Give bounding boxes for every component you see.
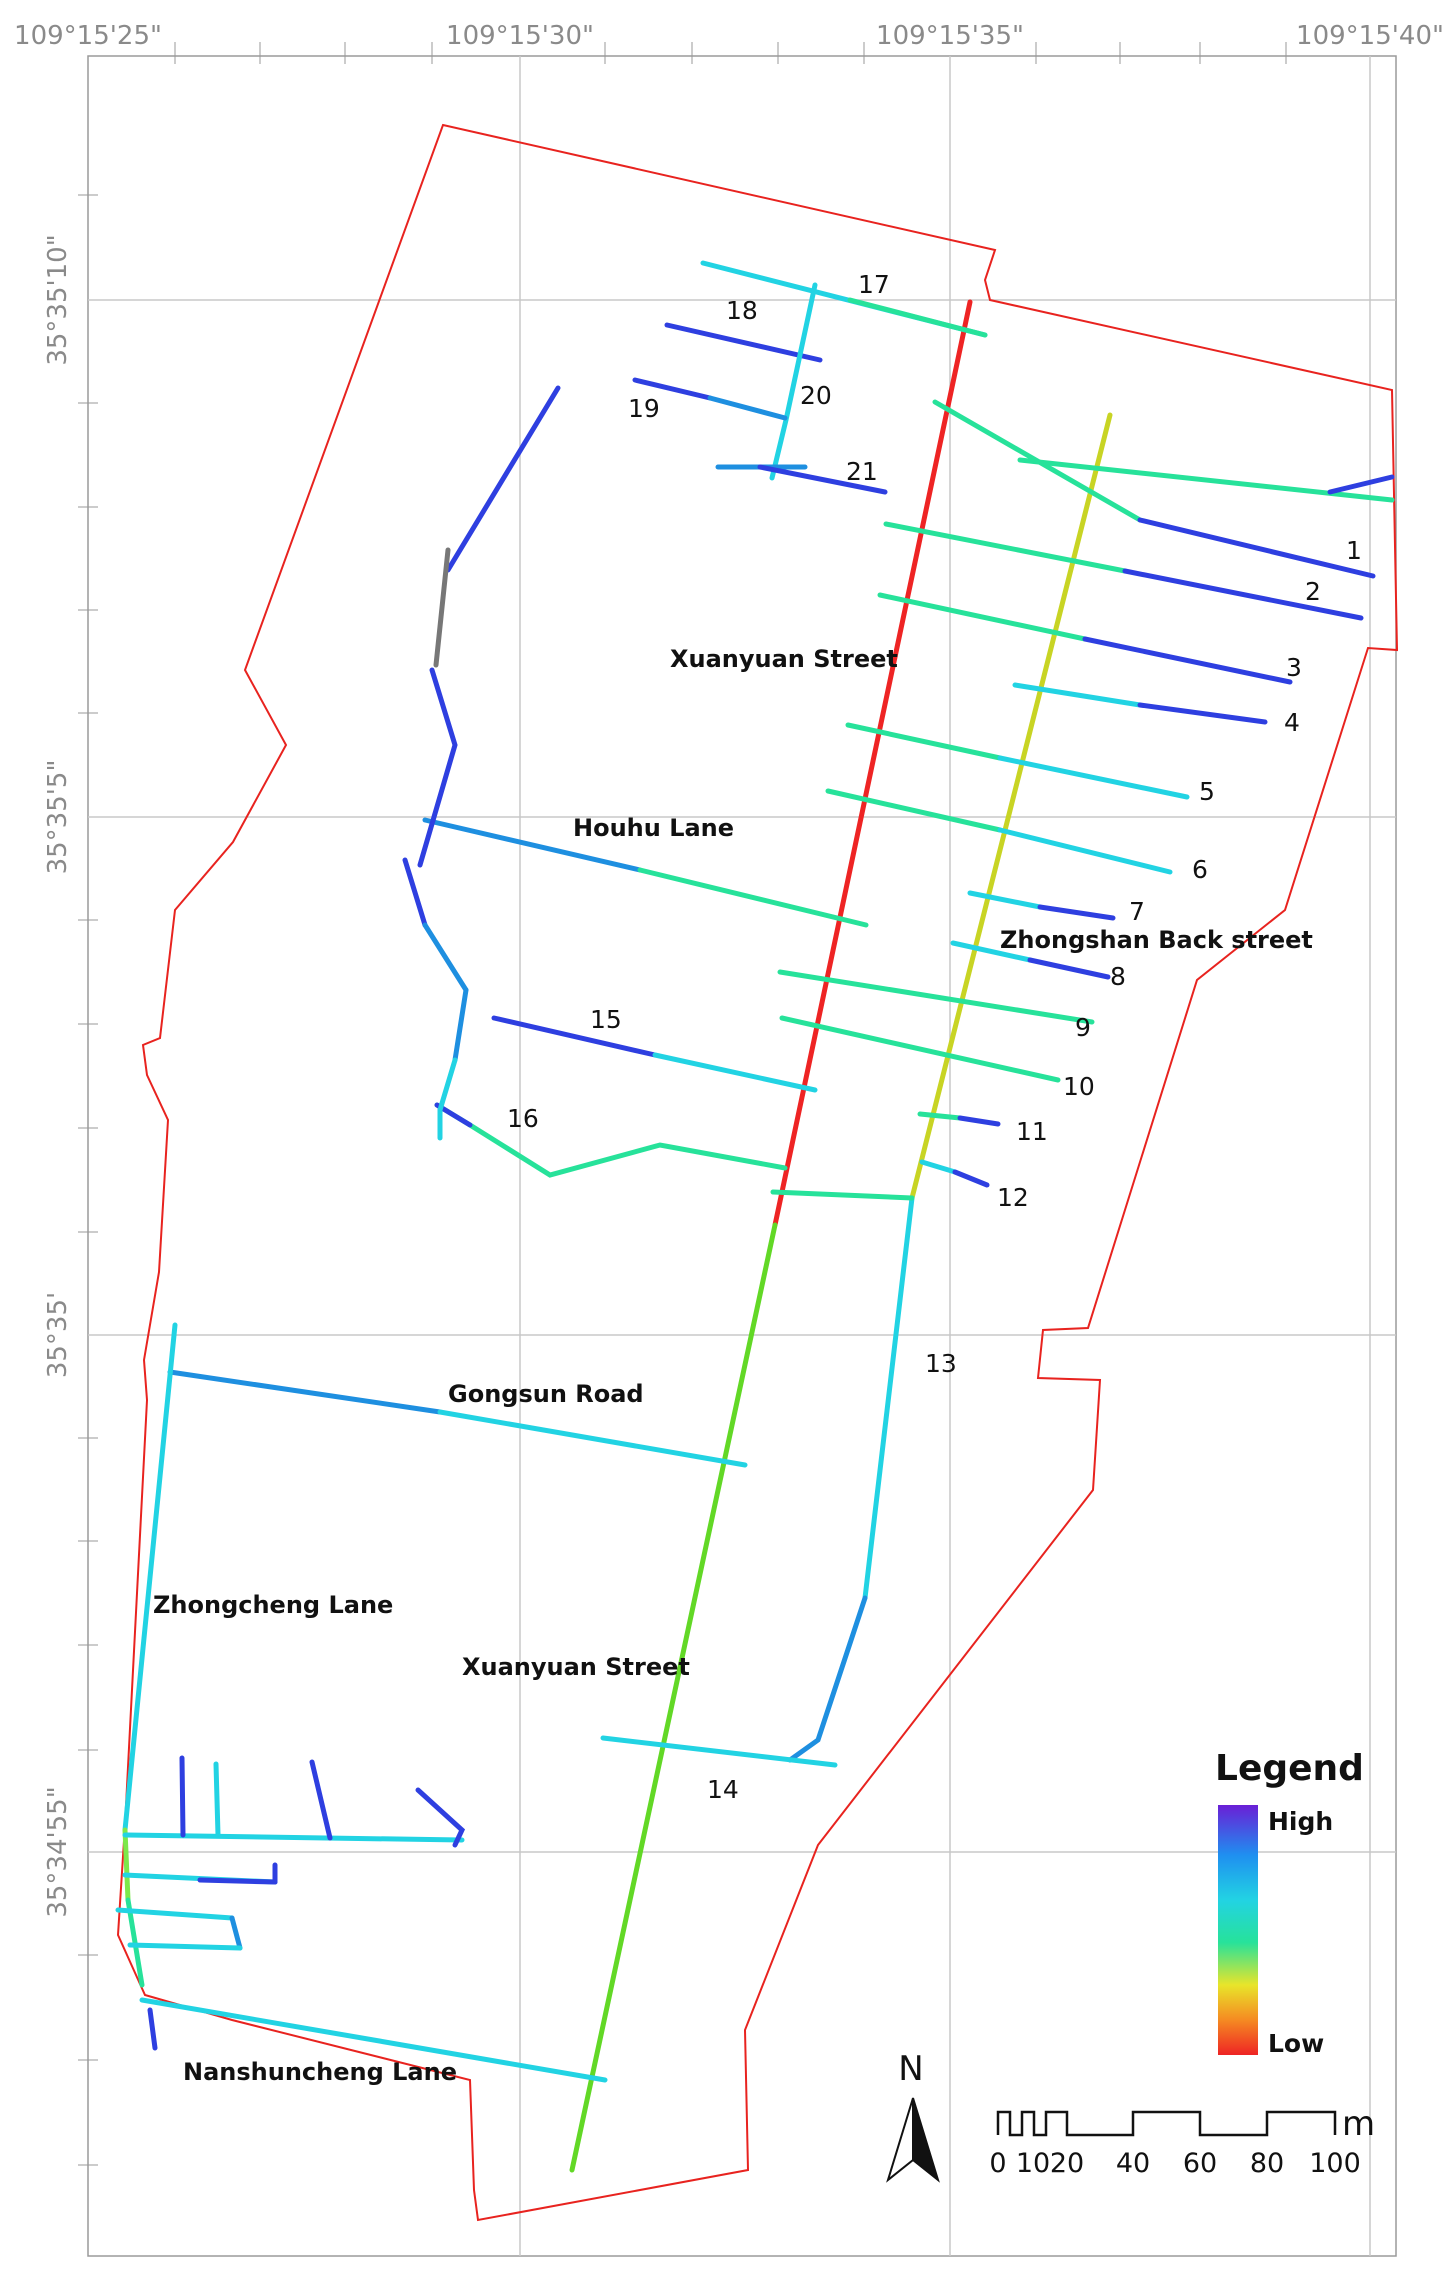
segment-number: 13 <box>925 1349 957 1378</box>
lat-label-3: 35°35' <box>43 1292 73 1378</box>
segment-number: 10 <box>1063 1072 1095 1101</box>
lon-label-4: 109°15'40" <box>1296 21 1444 51</box>
scale-tick: 10 <box>1016 2148 1050 2179</box>
label-nanshuncheng-lane: Nanshuncheng Lane <box>183 2058 457 2086</box>
segment-number: 14 <box>707 1775 739 1804</box>
segment-number: 2 <box>1305 577 1321 606</box>
segment-number: 11 <box>1016 1117 1048 1146</box>
north-arrow: N <box>886 2049 940 2183</box>
legend-title: Legend <box>1215 1748 1364 1789</box>
lon-label-2: 109°15'30" <box>446 21 594 51</box>
scale-bar: 0 10 20 40 60 80 100 m <box>989 2104 1375 2179</box>
segment-number: 12 <box>997 1183 1029 1212</box>
segment-zhongshan-back <box>909 412 1113 1201</box>
scale-unit: m <box>1342 2104 1375 2144</box>
lat-label-1: 35°35'10" <box>43 234 73 365</box>
legend-low-label: Low <box>1268 2029 1324 2058</box>
segment-number: 6 <box>1192 855 1208 884</box>
scale-tick: 60 <box>1183 2148 1217 2179</box>
segment-number: 18 <box>726 296 758 325</box>
label-houhu-lane: Houhu Lane <box>573 814 734 842</box>
map-grid <box>78 42 1397 2257</box>
scale-tick: 0 <box>989 2148 1006 2179</box>
label-xuanyuan-street-south: Xuanyuan Street <box>462 1653 690 1681</box>
north-label: N <box>898 2049 923 2089</box>
legend-color-ramp <box>1218 1805 1258 2055</box>
scale-tick: 20 <box>1050 2148 1084 2179</box>
study-area-boundary <box>116 123 1399 2222</box>
segment-number: 7 <box>1129 897 1145 926</box>
legend: Legend High Low <box>1215 1748 1364 2058</box>
segment-number: 8 <box>1110 962 1126 991</box>
label-xuanyuan-street-north: Xuanyuan Street <box>670 645 898 673</box>
scale-tick: 80 <box>1250 2148 1284 2179</box>
segment-number: 4 <box>1284 708 1300 737</box>
segment-number: 9 <box>1075 1013 1091 1042</box>
legend-high-label: High <box>1268 1807 1333 1836</box>
label-gongsun-road: Gongsun Road <box>448 1380 644 1408</box>
segment-number: 21 <box>846 457 878 486</box>
lon-label-1: 109°15'25" <box>14 21 162 51</box>
segment-number: 1 <box>1346 536 1362 565</box>
lat-label-2: 35°35'5" <box>43 760 73 875</box>
segment-xuanyuan-north <box>772 299 973 1228</box>
lon-label-3: 109°15'35" <box>876 21 1024 51</box>
lat-label-4: 35°34'55" <box>43 1786 73 1917</box>
segment-number: 19 <box>628 394 660 423</box>
scale-tick: 100 <box>1309 2148 1361 2179</box>
segment-number: 17 <box>858 270 890 299</box>
label-zhongshan-back-street: Zhongshan Back street <box>1000 926 1313 954</box>
segment-number: 20 <box>800 381 832 410</box>
north-arrow-icon <box>886 2097 914 2183</box>
street-network <box>115 260 1395 2173</box>
segment-xuanyuan-south <box>569 1222 778 2173</box>
segment-number: 5 <box>1199 777 1215 806</box>
label-zhongcheng-lane: Zhongcheng Lane <box>153 1591 393 1619</box>
segment-number: 15 <box>590 1005 622 1034</box>
scale-tick: 40 <box>1116 2148 1150 2179</box>
segment-number: 16 <box>507 1104 539 1133</box>
segment-number: 3 <box>1286 653 1302 682</box>
